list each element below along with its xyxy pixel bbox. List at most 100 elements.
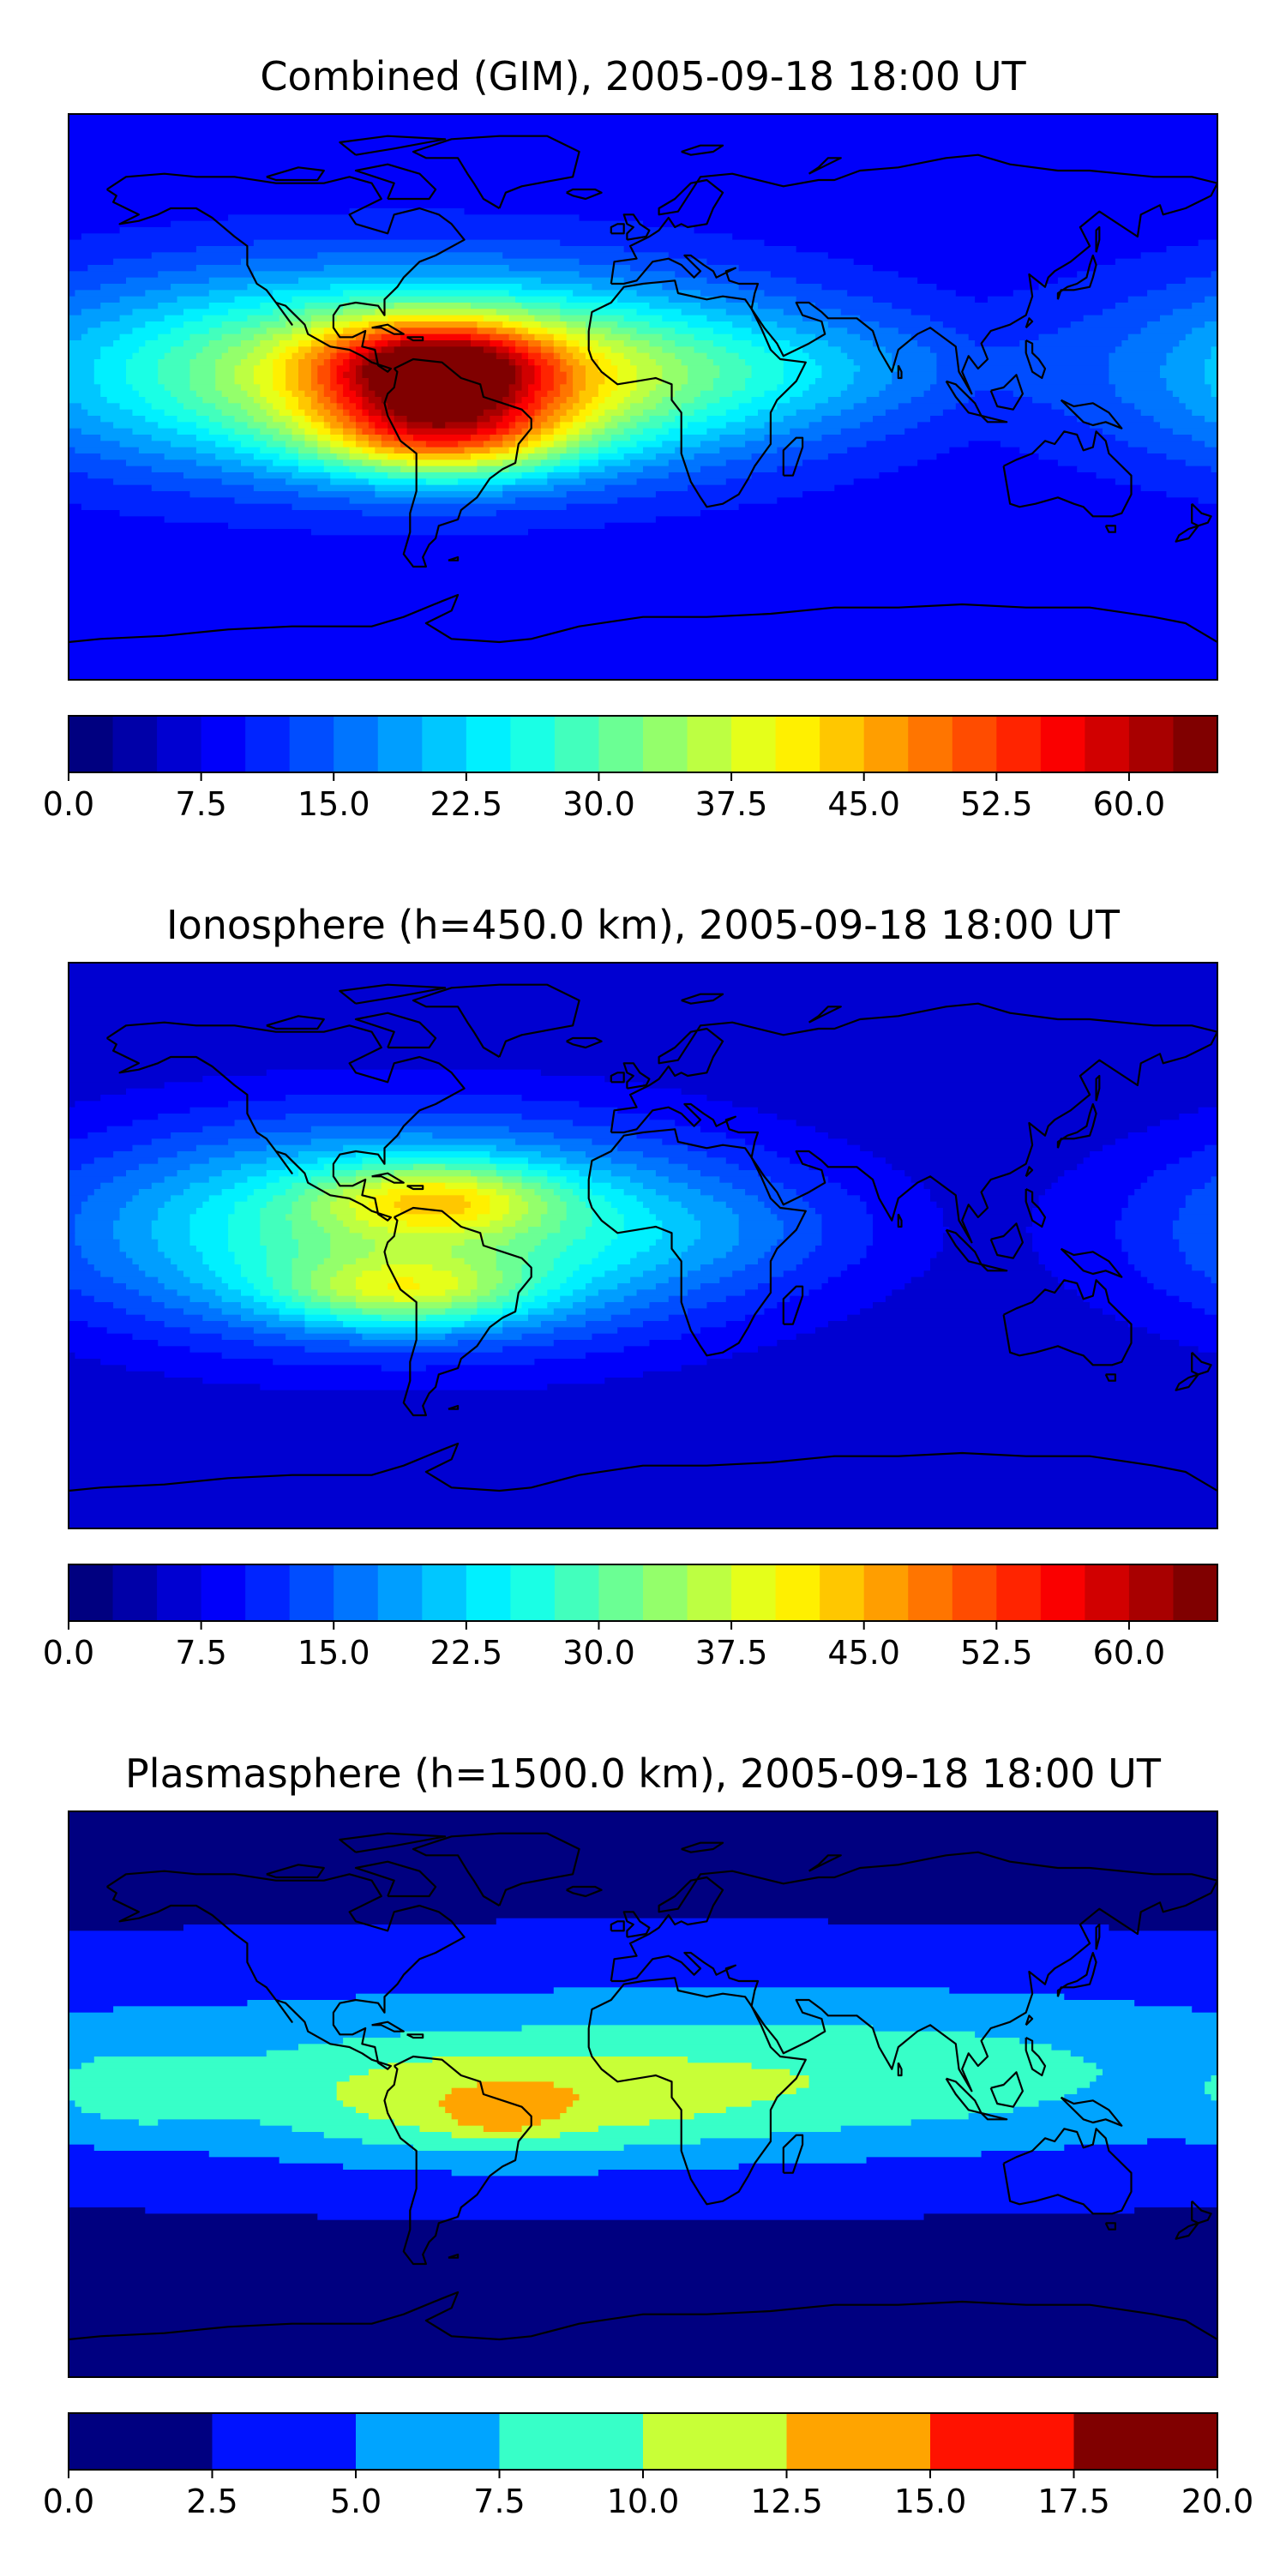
- field-cell: [81, 1201, 127, 1209]
- field-cell: [700, 1227, 740, 1234]
- field-cell: [508, 1201, 529, 1209]
- field-cell: [1160, 1120, 1217, 1127]
- field-cell: [228, 346, 255, 354]
- field-cell: [636, 327, 676, 335]
- field-cell: [381, 397, 503, 404]
- field-cell: [521, 371, 536, 379]
- field-cell: [528, 327, 548, 335]
- field-cell: [706, 1151, 778, 1158]
- field-cell: [547, 453, 561, 460]
- field-cell: [419, 1283, 459, 1290]
- field-cell: [643, 220, 1217, 228]
- field-cell: [126, 359, 159, 366]
- field-cell: [69, 2339, 1217, 2346]
- field-cell: [508, 290, 574, 297]
- field-cell: [1064, 1170, 1155, 1177]
- field-cell: [758, 1170, 823, 1177]
- field-cell: [119, 227, 695, 234]
- field-cell: [221, 1189, 255, 1196]
- field-cell: [808, 1252, 868, 1259]
- field-cell: [1077, 1289, 1168, 1297]
- field-cell: [898, 403, 957, 411]
- field-cell: [630, 333, 663, 341]
- field-cell: [796, 296, 874, 303]
- field-cell: [69, 1201, 82, 1209]
- field-cell: [253, 1340, 351, 1347]
- field-cell: [477, 1283, 497, 1290]
- field-cell: [100, 416, 146, 423]
- field-cell: [655, 435, 682, 441]
- field-cell: [1103, 1308, 1205, 1316]
- coastline: [371, 323, 405, 335]
- field-cell: [69, 1987, 555, 1995]
- field-cell: [253, 453, 280, 460]
- field-cell: [719, 435, 766, 441]
- field-cell: [330, 409, 344, 417]
- field-cell: [113, 1233, 153, 1240]
- field-cell: [1147, 1327, 1217, 1335]
- field-cell: [508, 346, 516, 354]
- field-cell: [221, 390, 249, 398]
- field-cell: [592, 1176, 631, 1184]
- field-cell: [93, 378, 127, 385]
- field-cell: [221, 321, 261, 328]
- field-cell: [719, 371, 753, 379]
- field-cell: [323, 265, 510, 272]
- field-cell: [586, 1295, 625, 1303]
- field-cell: [208, 428, 236, 435]
- field-cell: [471, 1264, 497, 1271]
- field-cell: [87, 472, 184, 479]
- field-cell: [573, 1189, 593, 1196]
- field-cell: [681, 403, 708, 411]
- field-cell: [975, 296, 989, 303]
- field-cell: [69, 1949, 1217, 1957]
- field-cell: [1096, 2063, 1217, 2070]
- field-cell: [69, 1220, 76, 1228]
- field-cell: [566, 441, 580, 448]
- field-cell: [860, 1308, 1103, 1316]
- field-cell: [234, 1182, 267, 1190]
- field-cell: [528, 390, 536, 398]
- field-cell: [126, 1365, 382, 1372]
- colorbar-tick-label: 7.5: [175, 785, 226, 823]
- field-cell: [69, 2050, 267, 2057]
- field-cell: [623, 1189, 657, 1196]
- field-cell: [604, 378, 618, 385]
- field-cell: [630, 359, 657, 366]
- field-cell: [183, 340, 210, 347]
- field-cell: [751, 2063, 1097, 2070]
- field-cell: [304, 416, 312, 423]
- field-cell: [604, 422, 618, 429]
- field-cell: [643, 1082, 1217, 1090]
- field-cell: [273, 346, 286, 354]
- field-cell: [69, 1019, 1217, 1026]
- field-cell: [1160, 1333, 1217, 1341]
- field-cell: [719, 1176, 772, 1184]
- field-cell: [566, 1314, 612, 1322]
- field-cell: [273, 359, 286, 366]
- field-cell: [860, 1144, 1103, 1152]
- field-cell: [508, 428, 523, 435]
- colorbar-segment: [1040, 1564, 1085, 1621]
- field-cell: [502, 397, 516, 404]
- field-cell: [604, 397, 625, 404]
- field-cell: [177, 428, 210, 435]
- field-cell: [910, 309, 1103, 316]
- field-cell: [87, 1258, 134, 1265]
- field-cell: [260, 403, 273, 411]
- field-cell: [69, 1050, 1217, 1058]
- field-cell: [247, 409, 267, 417]
- coastline: [681, 1841, 724, 1853]
- field-cell: [106, 397, 146, 404]
- field-cell: [69, 2087, 338, 2095]
- colorbar-segment: [775, 716, 820, 772]
- field-cell: [158, 333, 191, 341]
- field-cell: [732, 1208, 772, 1215]
- field-cell: [623, 1227, 663, 1234]
- field-cell: [69, 1817, 1217, 1825]
- field-cell: [502, 340, 516, 347]
- field-cell: [553, 428, 568, 435]
- field-cell: [317, 1289, 338, 1297]
- field-cell: [362, 1270, 453, 1278]
- field-cell: [1121, 397, 1180, 404]
